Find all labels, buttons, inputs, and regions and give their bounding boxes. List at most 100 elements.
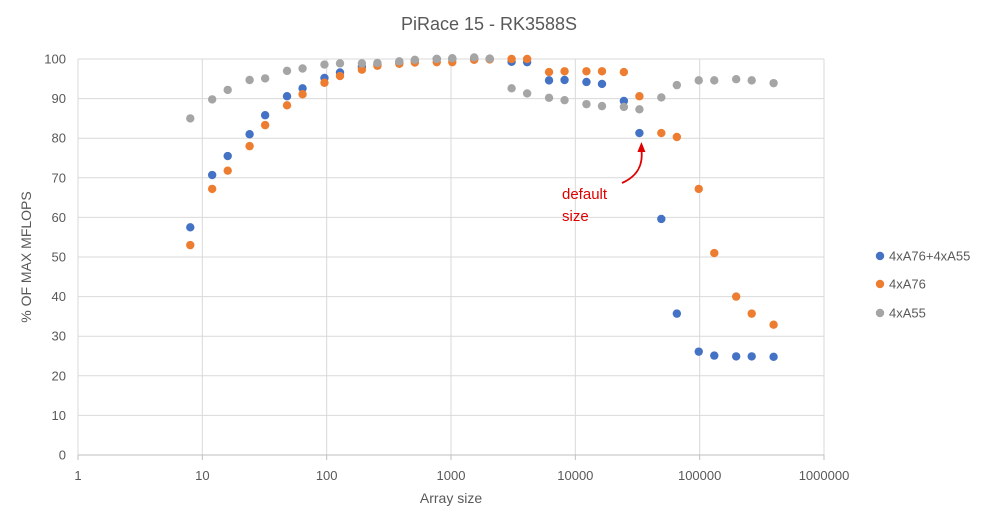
data-point <box>769 78 778 88</box>
data-point <box>448 54 457 63</box>
data-point <box>544 76 554 85</box>
data-point <box>619 96 629 106</box>
data-point <box>335 71 345 81</box>
data-point <box>710 248 719 258</box>
data-point <box>672 80 682 90</box>
data-point <box>710 351 719 360</box>
data-point <box>357 59 367 68</box>
annotation-text: size <box>562 208 589 225</box>
annotation-arrow-head <box>637 142 646 153</box>
y-tick-label: 10 <box>52 408 66 423</box>
data-point <box>207 95 217 104</box>
y-tick-label: 60 <box>52 210 66 225</box>
y-tick-label: 50 <box>52 250 66 265</box>
data-point <box>395 57 404 66</box>
data-point <box>298 64 307 73</box>
data-point <box>635 128 644 138</box>
data-point <box>635 105 644 114</box>
legend: 4xA76+4xA55 4xA76 4xA55 <box>875 249 970 321</box>
data-point <box>260 111 270 120</box>
data-point <box>260 120 270 130</box>
data-point <box>245 141 254 151</box>
data-point <box>694 347 703 356</box>
data-point <box>186 240 195 250</box>
data-point <box>597 101 607 111</box>
annotations: default size <box>562 142 646 225</box>
legend-label: 4xA55 <box>889 306 926 321</box>
data-point <box>731 74 741 84</box>
y-tick-label: 90 <box>52 91 66 106</box>
data-point <box>694 76 703 85</box>
data-point <box>186 114 195 123</box>
data-point <box>485 54 494 63</box>
data-point <box>207 184 217 194</box>
y-tick-label: 30 <box>52 329 66 344</box>
annotation-arrow-line <box>621 149 643 184</box>
data-point <box>335 59 345 68</box>
y-tick-label: 100 <box>44 52 66 67</box>
annotation-text: default <box>562 186 608 203</box>
data-point <box>731 352 741 361</box>
legend-marker <box>875 279 885 289</box>
y-tick-label: 40 <box>52 289 66 304</box>
data-point <box>710 76 719 85</box>
data-point <box>186 223 195 232</box>
data-point <box>747 76 756 85</box>
x-tick-label: 100000 <box>678 468 721 483</box>
chart-title: PiRace 15 - RK3588S <box>401 14 577 34</box>
data-point <box>298 84 307 93</box>
data-point <box>507 84 516 93</box>
legend-marker <box>875 308 885 318</box>
data-point <box>582 99 591 109</box>
data-point <box>507 54 516 64</box>
data-point <box>747 309 756 318</box>
x-tick-label: 10000 <box>557 468 593 483</box>
data-point <box>582 67 591 76</box>
legend-marker <box>875 251 885 261</box>
data-point <box>320 78 329 87</box>
data-point <box>597 79 607 89</box>
data-point <box>207 170 217 180</box>
data-point <box>544 93 554 103</box>
data-point <box>635 92 644 101</box>
data-point <box>657 214 666 224</box>
data-point <box>769 320 778 329</box>
data-point <box>694 184 703 194</box>
data-point <box>282 92 292 101</box>
data-point <box>245 75 254 85</box>
x-tick-label: 1000 <box>437 468 466 483</box>
data-point <box>469 53 479 62</box>
y-tick-label: 80 <box>52 131 66 146</box>
data-point <box>223 85 232 95</box>
data-point <box>731 292 741 301</box>
data-point <box>597 67 607 76</box>
data-point <box>544 67 554 77</box>
y-tick-label: 0 <box>59 448 66 463</box>
y-tick-label: 20 <box>52 368 66 383</box>
series-0 <box>186 54 778 361</box>
data-point <box>619 67 629 77</box>
data-point <box>223 166 232 175</box>
data-point <box>657 128 666 138</box>
data-point <box>560 67 569 76</box>
data-point <box>298 90 307 99</box>
x-tick-label: 10 <box>195 468 209 483</box>
series-1 <box>186 54 778 329</box>
data-point <box>282 66 292 76</box>
data-point <box>373 58 382 68</box>
data-point <box>657 93 666 102</box>
data-point <box>522 54 532 64</box>
data-point <box>282 101 292 110</box>
data-point <box>245 130 254 139</box>
legend-label: 4xA76+4xA55 <box>889 249 970 264</box>
data-point <box>619 102 629 112</box>
data-point <box>747 352 756 361</box>
data-point <box>357 65 367 74</box>
legend-label: 4xA76 <box>889 277 926 292</box>
gridlines <box>77 58 825 456</box>
y-axis-title: % OF MAX MFLOPS <box>18 191 34 322</box>
series-2 <box>186 53 778 123</box>
data-point <box>320 60 329 69</box>
